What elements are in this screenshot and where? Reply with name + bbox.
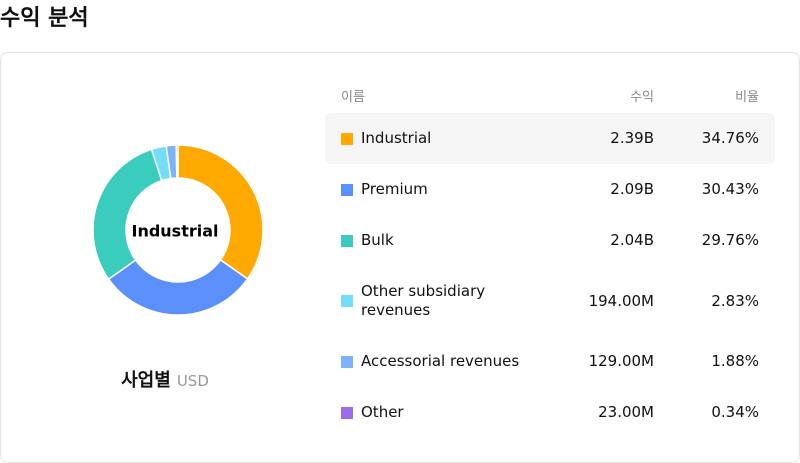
table-row[interactable]: Premium 2.09B 30.43%	[325, 164, 775, 215]
chart-caption: 사업별 USD	[0, 366, 330, 392]
table-row[interactable]: Accessorial revenues 129.00M 1.88%	[325, 336, 775, 387]
legend-label: Accessorial revenues	[361, 352, 520, 370]
revenue-cell: 2.09B	[610, 180, 654, 198]
revenue-cell: 2.04B	[610, 231, 654, 249]
donut-slice	[107, 258, 249, 316]
legend-label: Other subsidiary revenues	[361, 282, 486, 319]
share-cell: 29.76%	[701, 231, 759, 249]
legend-label: Other	[361, 403, 404, 421]
legend-swatch	[341, 355, 353, 368]
table: 이름 수익 비율 Industrial 2.39B 34.76% Premium 2.0…	[325, 84, 775, 438]
share-cell: 30.43%	[701, 180, 759, 198]
header-cell: 이름	[341, 89, 365, 105]
legend-swatch	[341, 132, 353, 145]
donut-slice	[175, 144, 179, 179]
share-cell: 1.88%	[711, 352, 759, 370]
donut-slice	[177, 144, 264, 280]
header-cell: 수익	[630, 89, 654, 105]
unit: USD	[176, 372, 209, 390]
page-title: 수익 분석	[0, 6, 89, 31]
legend-label: Bulk	[361, 231, 394, 249]
share-cell: 0.34%	[711, 403, 759, 421]
revenue-cell: 23.00M	[598, 403, 654, 421]
table-row[interactable]: Other 23.00M 0.34%	[325, 387, 775, 438]
legend-swatch	[341, 234, 353, 247]
header-cell: 비율	[735, 89, 759, 105]
share-cell: 34.76%	[701, 129, 759, 147]
name-cell: Other subsidiary revenues	[325, 282, 555, 320]
name-cell: Accessorial revenues	[325, 352, 555, 371]
name-cell: Premium	[325, 180, 555, 199]
name-cell: Other	[325, 403, 555, 422]
center-label: Industrial	[131, 222, 218, 241]
legend-swatch	[341, 406, 353, 419]
table-row[interactable]: Other subsidiary revenues 194.00M 2.83%	[325, 266, 775, 336]
share-cell: 2.83%	[711, 291, 759, 310]
table-row[interactable]: Bulk 2.04B 29.76%	[325, 215, 775, 266]
table-row[interactable]: Industrial 2.39B 34.76%	[325, 113, 775, 164]
table-header: 이름 수익 비율	[325, 84, 775, 106]
revenue-cell: 129.00M	[588, 352, 654, 370]
name-cell: Industrial	[325, 129, 555, 148]
caption: 사업별	[121, 370, 171, 391]
legend-label: Industrial	[361, 129, 432, 147]
legend-swatch	[341, 295, 353, 307]
name-cell: Bulk	[325, 231, 555, 250]
legend-label: Premium	[361, 180, 428, 198]
legend-swatch	[341, 183, 353, 196]
revenue-cell: 2.39B	[610, 129, 654, 147]
revenue-cell: 194.00M	[588, 291, 654, 310]
